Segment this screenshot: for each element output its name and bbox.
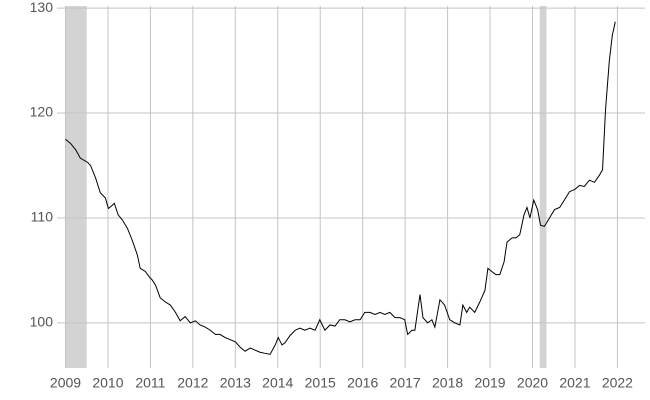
y-tick-label: 110 <box>31 209 54 225</box>
y-tick-label: 100 <box>30 314 54 330</box>
x-tick-label: 2012 <box>177 375 208 391</box>
x-tick-label: 2016 <box>347 375 378 391</box>
x-tick-label: 2009 <box>50 375 81 391</box>
x-tick-label: 2018 <box>432 375 463 391</box>
line <box>65 21 616 355</box>
x-tick-label: 2022 <box>602 375 633 391</box>
x-tick-label: 2019 <box>474 375 505 391</box>
x-tick-label: 2020 <box>517 375 548 391</box>
x-tick-label: 2021 <box>559 375 590 391</box>
shaded-region <box>65 6 87 368</box>
x-tick-label: 2017 <box>390 375 421 391</box>
x-tick-label: 2014 <box>262 375 293 391</box>
y-tick-label: 130 <box>30 0 54 15</box>
x-tick-label: 2011 <box>135 375 165 391</box>
x-tick-label: 2013 <box>220 375 251 391</box>
y-tick-label: 120 <box>30 104 54 120</box>
shaded-region <box>539 6 547 368</box>
x-tick-label: 2015 <box>305 375 336 391</box>
x-tick-label: 2010 <box>92 375 123 391</box>
